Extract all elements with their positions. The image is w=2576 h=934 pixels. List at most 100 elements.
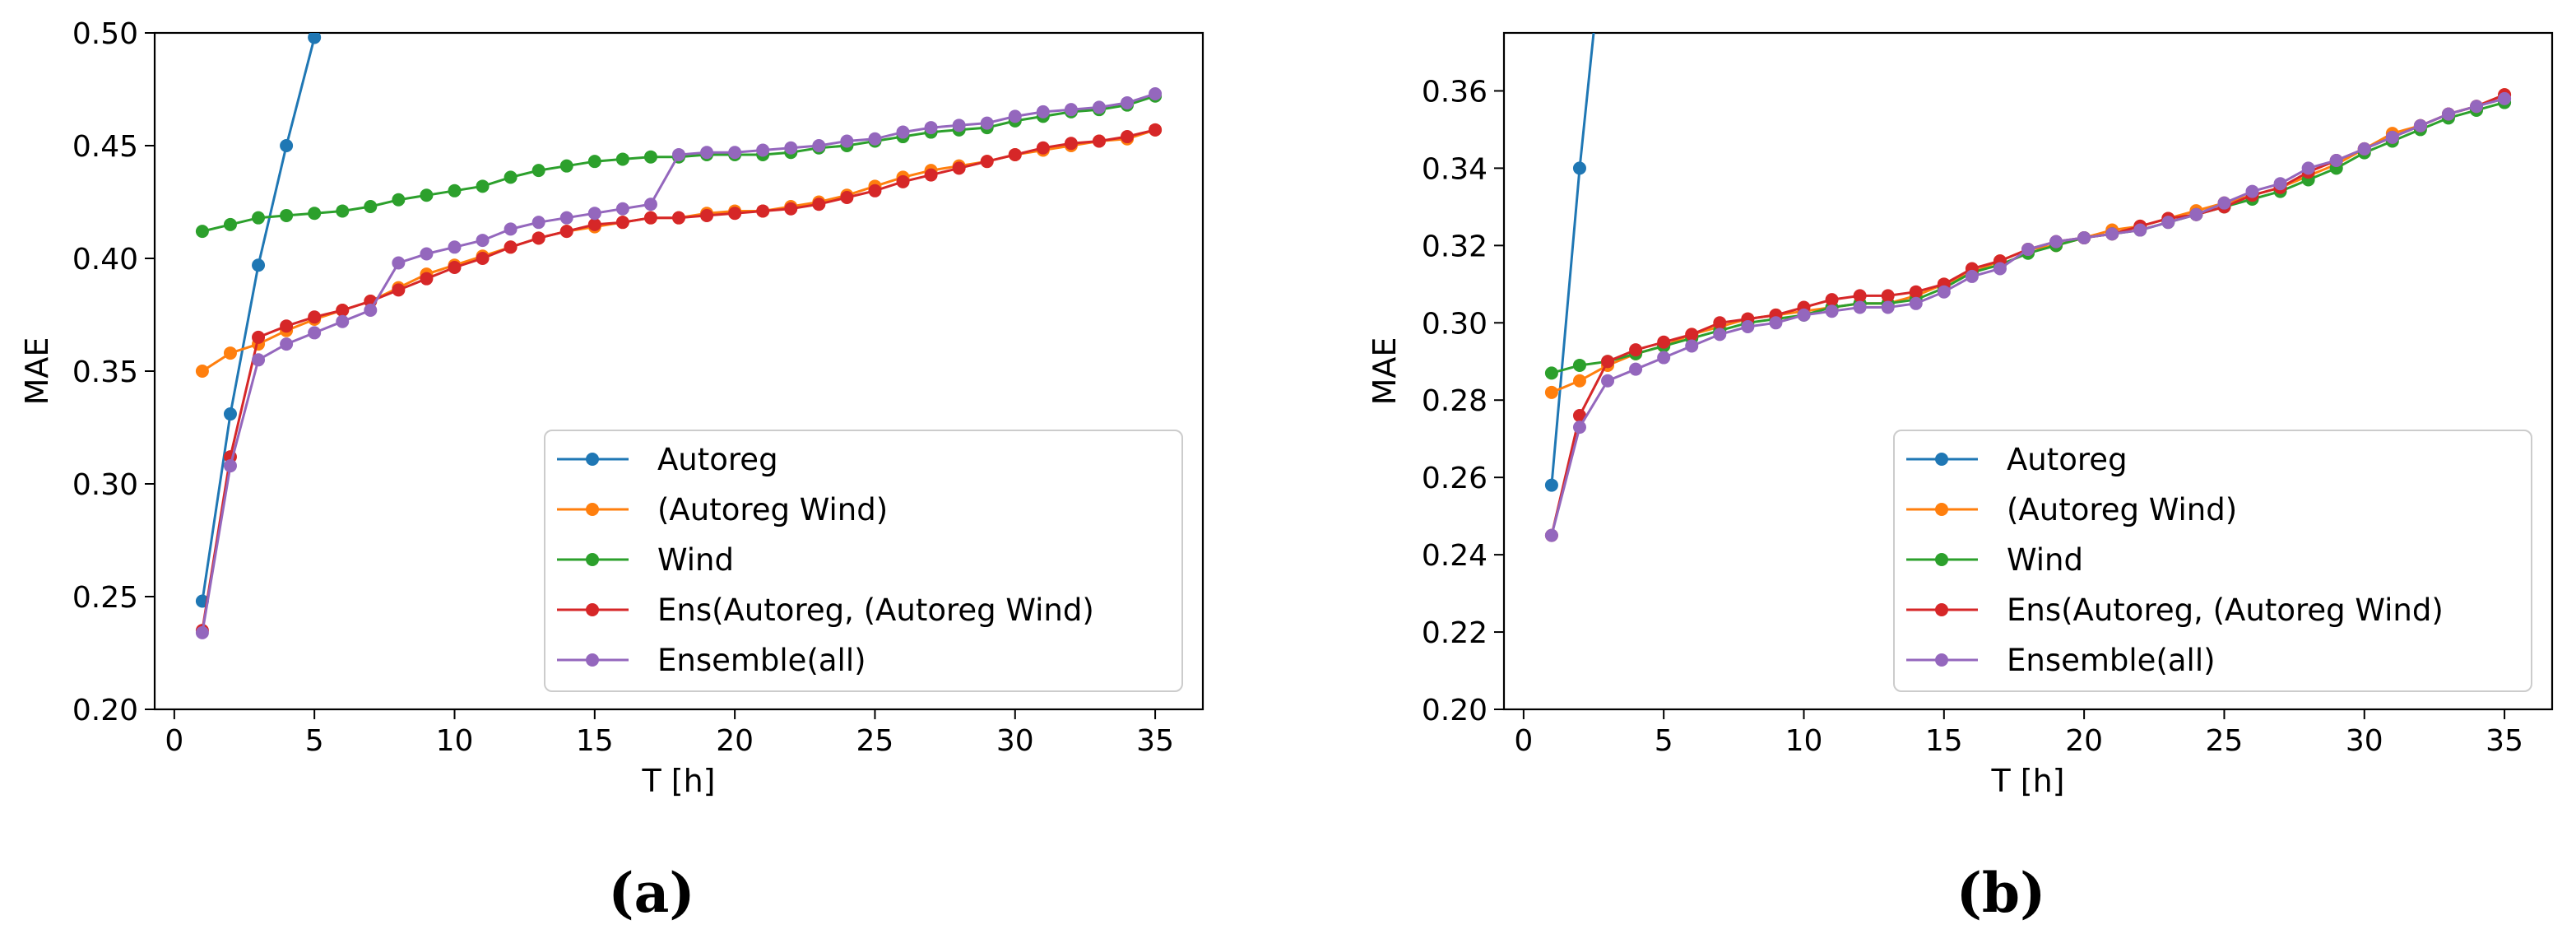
chart-panel-b: 0.20 0.22 0.24 0.26 0.28 0.30 0.32 0.34 0.36 0 5 1… — [1367, 31, 2554, 925]
data-point-ens-autoreg-autoreg-wind — [728, 207, 742, 221]
data-point-ens-autoreg-autoreg-wind — [1657, 335, 1671, 349]
data-point-ensemble-all — [1853, 300, 1867, 314]
data-point-ens-autoreg-autoreg-wind — [1825, 293, 1839, 307]
series-line-autoreg — [201, 33, 318, 602]
data-point-ensemble-all — [1008, 109, 1022, 123]
y-tick-label: 0.34 — [1422, 152, 1488, 186]
data-point-ensemble-all — [784, 141, 798, 155]
y-tick-label: 0.25 — [72, 581, 138, 615]
data-point-ensemble-all — [2498, 91, 2512, 105]
data-point-ens-autoreg-autoreg-wind — [476, 252, 490, 265]
data-point-ensemble-all — [1797, 308, 1811, 322]
data-point-wind — [643, 150, 657, 164]
data-point-wind — [559, 159, 573, 173]
legend-marker — [586, 453, 599, 466]
y-tick-label: 0.22 — [1422, 616, 1488, 650]
data-point-ensemble-all — [2245, 184, 2259, 198]
data-point-ens-autoreg-autoreg-wind — [1685, 328, 1699, 342]
data-point-ens-autoreg-autoreg-wind — [1008, 147, 1022, 161]
data-point-wind — [195, 225, 209, 239]
data-point-ens-autoreg-autoreg-wind — [587, 217, 601, 231]
legend-marker — [586, 503, 599, 516]
legend-label: Autoreg — [2007, 442, 2128, 477]
x-axis-label-b: T [h] — [1990, 763, 2064, 799]
data-point-ensemble-all — [2441, 107, 2455, 121]
data-point-ensemble-all — [559, 211, 573, 225]
data-point-ensemble-all — [700, 146, 714, 160]
data-point-wind — [364, 199, 378, 213]
data-point-ensemble-all — [2385, 130, 2399, 144]
data-point-ens-autoreg-autoreg-wind — [756, 204, 770, 218]
data-point-autoreg — [308, 33, 322, 44]
x-tick-label: 5 — [305, 724, 324, 758]
legend-box-b — [1893, 430, 2532, 692]
data-point-ensemble-all — [1601, 374, 1615, 388]
data-point-ensemble-all — [840, 134, 854, 148]
legend-marker — [586, 603, 599, 616]
data-point-ens-autoreg-autoreg-wind — [1121, 130, 1135, 144]
data-point-ensemble-all — [2077, 230, 2091, 244]
y-tick-label: 0.45 — [72, 130, 138, 164]
data-point-ensemble-all — [1881, 300, 1895, 314]
data-point-ens-autoreg-autoreg-wind — [336, 304, 350, 318]
data-point-ensemble-all — [2105, 227, 2119, 241]
legend-label: (Autoreg Wind) — [657, 492, 888, 527]
data-point-autoreg — [252, 258, 266, 272]
data-point-autoreg-wind — [223, 346, 237, 360]
data-point-ensemble-all — [2329, 154, 2343, 168]
data-point-wind — [308, 207, 322, 221]
x-tick-label: 5 — [1655, 724, 1673, 758]
x-tick-label: 30 — [2346, 724, 2383, 758]
x-axis-label-a: T [h] — [641, 763, 715, 799]
data-point-ensemble-all — [280, 337, 294, 351]
data-point-ens-autoreg-autoreg-wind — [868, 184, 882, 197]
data-point-ensemble-all — [896, 125, 910, 139]
data-point-ens-autoreg-autoreg-wind — [672, 211, 685, 225]
data-point-ensemble-all — [195, 625, 209, 639]
x-tick-label: 35 — [1136, 724, 1174, 758]
legend-label: Wind — [657, 542, 734, 578]
legend-label: Ens(Autoreg, (Autoreg Wind) — [657, 592, 1094, 628]
data-point-ensemble-all — [672, 147, 685, 161]
legend-marker — [1935, 503, 1948, 516]
y-tick-label: 0.26 — [1422, 462, 1488, 495]
x-tick-label: 15 — [576, 724, 614, 758]
y-tick-label: 0.40 — [72, 243, 138, 276]
y-tick-label: 0.28 — [1422, 384, 1488, 418]
legend-label: Autoreg — [657, 442, 778, 477]
data-point-ensemble-all — [504, 222, 518, 236]
x-tick-label: 25 — [856, 724, 894, 758]
data-point-wind — [1572, 358, 1586, 372]
data-point-ensemble-all — [2357, 142, 2371, 156]
data-point-ensemble-all — [1993, 262, 2007, 276]
data-point-wind — [1544, 366, 1558, 380]
y-tick-label: 0.30 — [1422, 307, 1488, 341]
x-tick-label: 35 — [2485, 724, 2523, 758]
data-point-ens-autoreg-autoreg-wind — [531, 231, 545, 245]
y-ticks-a: 0.20 0.25 0.30 0.35 0.40 0.45 0.50 — [72, 17, 155, 727]
data-point-ensemble-all — [420, 247, 434, 261]
data-point-wind — [420, 188, 434, 202]
data-point-ensemble-all — [924, 121, 938, 135]
data-point-ensemble-all — [1825, 304, 1839, 318]
data-point-ens-autoreg-autoreg-wind — [252, 330, 266, 344]
data-point-ensemble-all — [1685, 339, 1699, 353]
data-point-ensemble-all — [756, 143, 770, 157]
data-point-ens-autoreg-autoreg-wind — [980, 155, 994, 169]
legend-box-a — [544, 430, 1183, 692]
data-point-ensemble-all — [1036, 105, 1050, 118]
data-point-ens-autoreg-autoreg-wind — [1909, 285, 1923, 299]
x-tick-label: 10 — [436, 724, 474, 758]
data-point-wind — [531, 164, 545, 178]
data-point-ens-autoreg-autoreg-wind — [1601, 355, 1615, 369]
y-tick-label: 0.20 — [1422, 694, 1488, 727]
x-tick-label: 15 — [1925, 724, 1963, 758]
y-tick-label: 0.36 — [1422, 75, 1488, 109]
data-point-ensemble-all — [812, 139, 826, 152]
data-point-ensemble-all — [2133, 223, 2147, 237]
data-point-ensemble-all — [1121, 95, 1135, 109]
data-point-ensemble-all — [1544, 528, 1558, 542]
x-tick-label: 25 — [2206, 724, 2244, 758]
data-point-ensemble-all — [531, 216, 545, 230]
